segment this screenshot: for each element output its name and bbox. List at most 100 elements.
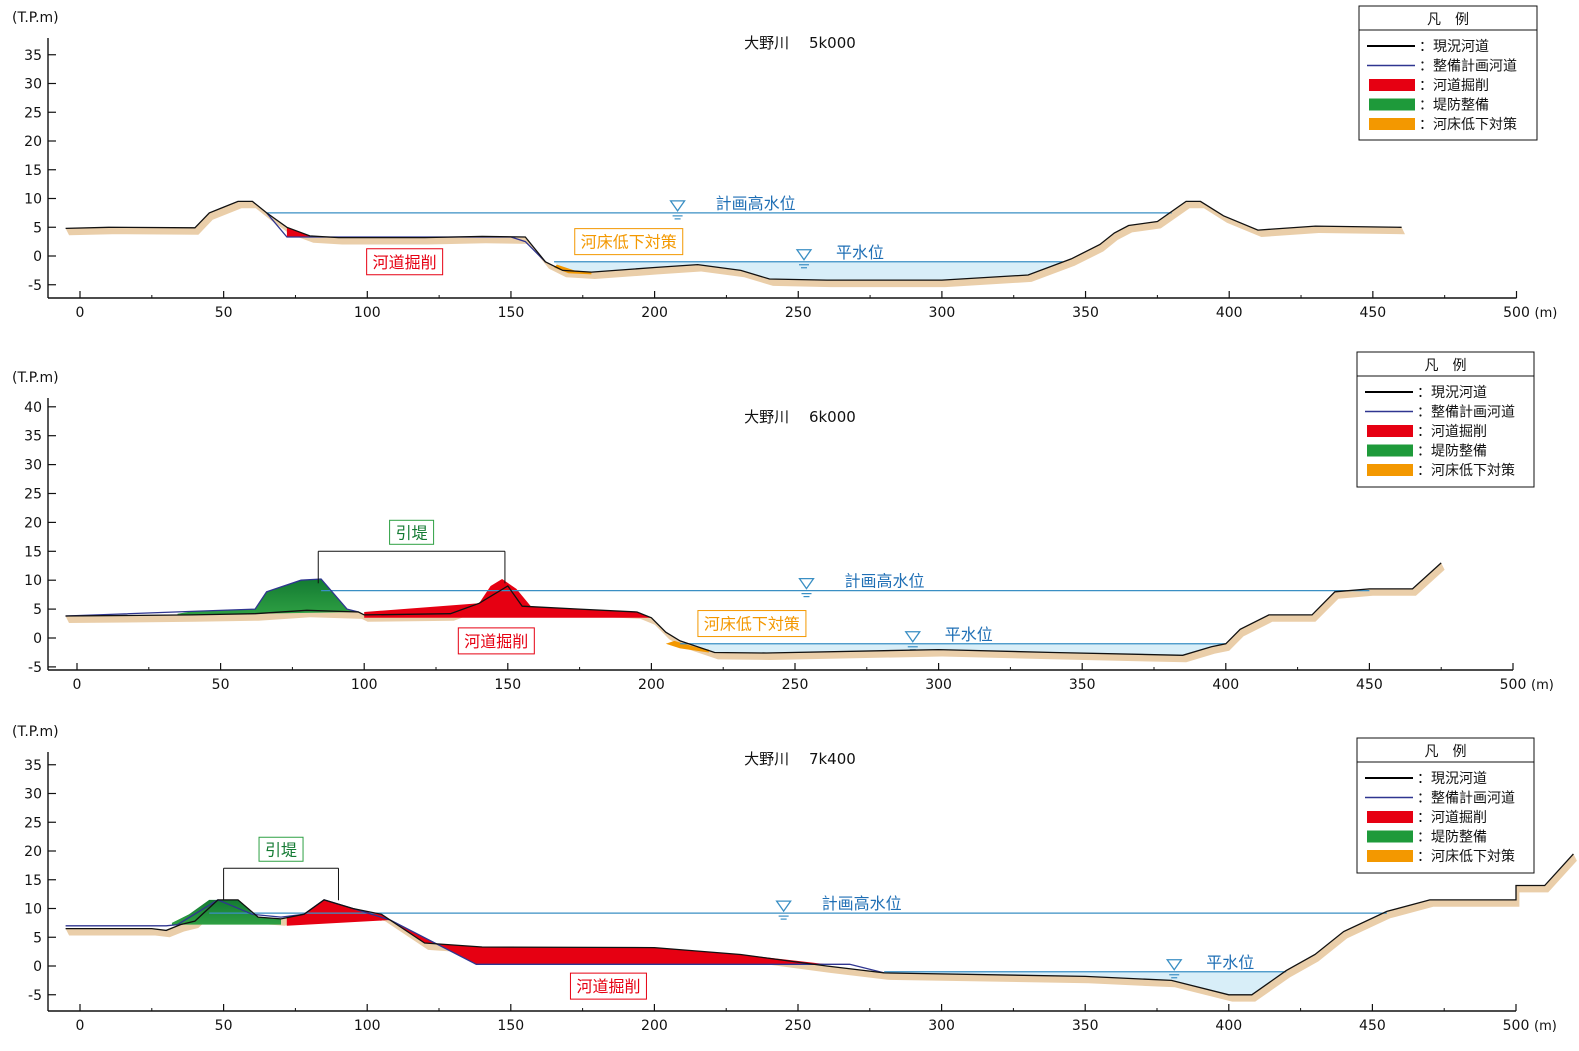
x-tick-label: 250 [785, 1018, 812, 1034]
legend-item-label: ：現況河道 [1419, 39, 1489, 55]
y-tick-label: 10 [24, 192, 42, 208]
x-axis-unit-label: (m) [1531, 678, 1554, 693]
x-axis-unit-label: (m) [1534, 1019, 1557, 1034]
x-tick-label: 150 [498, 305, 525, 321]
x-axis-unit-label: (m) [1535, 306, 1558, 321]
y-tick-label: 15 [24, 873, 42, 889]
legend-item-label: ：河道掘削 [1417, 424, 1487, 440]
planned-hwl-marker-icon [798, 577, 815, 590]
y-tick-label: 15 [24, 163, 42, 179]
planned-channel-line [65, 578, 359, 617]
legend-box: 凡 例 ：現況河道 ：整備計画河道 ：河道掘削 ：堤防整備 ：河床低下対策 [1356, 351, 1535, 488]
legend-item-label: ：現況河道 [1417, 771, 1487, 787]
x-tick-label: 400 [1212, 677, 1239, 693]
legend-item-label: ：河床低下対策 [1417, 462, 1515, 479]
levee-area [171, 899, 281, 925]
y-tick-label: 20 [24, 515, 42, 531]
y-tick-label: 15 [24, 544, 42, 560]
y-tick-label: 0 [33, 631, 42, 647]
bed-lowering-label-box [574, 228, 684, 256]
x-tick-label: 0 [73, 677, 82, 693]
ground-shadow-band [65, 562, 1445, 663]
bed-lowering-label: 河床低下対策 [581, 233, 677, 252]
y-tick-label: 0 [33, 249, 42, 265]
y-axis-unit-label: (T.P.m) [12, 370, 59, 386]
legend-fill-swatch [1369, 79, 1415, 91]
x-tick-label: 350 [1069, 677, 1096, 693]
y-axis-unit-label: (T.P.m) [12, 724, 59, 740]
y-tick-label: -5 [28, 988, 42, 1004]
x-tick-label: 200 [638, 677, 665, 693]
excavation-label-box [366, 248, 444, 276]
legend-item-label: ：河床低下対策 [1419, 116, 1517, 133]
x-tick-label: 400 [1216, 305, 1243, 321]
x-tick-label: 0 [76, 305, 85, 321]
y-tick-label: 0 [33, 959, 42, 975]
excavation-label: 河道掘削 [373, 253, 437, 272]
levee-area [177, 579, 359, 615]
legend-fill-swatch [1369, 118, 1415, 130]
levee-setback-label: 引堤 [265, 840, 297, 859]
y-tick-label: 10 [24, 573, 42, 589]
y-tick-label: 30 [24, 458, 42, 474]
planned-high-water-label: 計画高水位 [844, 572, 924, 591]
x-tick-label: 350 [1072, 1018, 1099, 1034]
normal-water-label: 平水位 [836, 243, 884, 262]
bed-lowering-label: 河床低下対策 [704, 615, 800, 634]
y-tick-label: 20 [24, 844, 42, 860]
legend-fill-swatch [1367, 811, 1413, 823]
x-tick-label: 450 [1359, 305, 1386, 321]
legend-fill-swatch [1367, 464, 1413, 476]
x-tick-label: 400 [1215, 1018, 1242, 1034]
levee-setback-label-box [258, 836, 304, 862]
normal-wl-marker-icon [1165, 959, 1183, 971]
chart-title: 大野川 6k000 [744, 408, 856, 426]
normal-water-label: 平水位 [1206, 953, 1254, 972]
legend-item-label: ：堤防整備 [1419, 98, 1489, 114]
x-tick-label: 200 [641, 305, 668, 321]
x-tick-label: 150 [497, 1018, 524, 1034]
y-tick-label: 20 [24, 134, 42, 150]
excavation-area [286, 899, 827, 965]
y-tick-label: -5 [28, 278, 42, 294]
x-tick-label: 0 [76, 1018, 85, 1034]
x-tick-label: 500 [1500, 677, 1527, 693]
excavation-label-box [569, 972, 647, 1000]
y-tick-label: 35 [24, 758, 42, 774]
y-tick-label: 25 [24, 487, 42, 503]
legend-fill-swatch [1367, 425, 1413, 437]
existing-channel-line [65, 562, 1442, 656]
y-tick-label: -5 [28, 660, 42, 676]
excavation-label: 河道掘削 [576, 977, 640, 996]
planned-high-water-label: 計画高水位 [822, 894, 902, 913]
legend-fill-swatch [1367, 850, 1413, 862]
excavation-area [364, 579, 652, 618]
legend-title: 凡 例 [1425, 358, 1467, 374]
legend-fill-swatch [1367, 830, 1413, 843]
y-tick-label: 30 [24, 787, 42, 803]
normal-water-area [884, 971, 1287, 995]
x-tick-label: 100 [354, 1018, 381, 1034]
ground-shadow-band [65, 201, 1406, 288]
y-tick-label: 30 [24, 77, 42, 93]
normal-water-label: 平水位 [945, 625, 993, 644]
legend-item-label: ：整備計画河道 [1417, 791, 1515, 807]
x-tick-label: 450 [1359, 1018, 1386, 1034]
x-tick-label: 150 [494, 677, 521, 693]
chart-title: 大野川 5k000 [744, 34, 856, 52]
legend-item-label: ：堤防整備 [1417, 830, 1487, 846]
legend-frame [1358, 5, 1538, 141]
chart-title: 大野川 7k400 [744, 750, 856, 768]
y-tick-label: 35 [24, 48, 42, 64]
legend-item-label: ：河道掘削 [1417, 810, 1487, 826]
legend-item-label: ：整備計画河道 [1417, 405, 1515, 421]
x-tick-label: 50 [212, 677, 230, 693]
bed-lowering-label-box [697, 610, 807, 638]
x-tick-label: 250 [785, 305, 812, 321]
y-tick-label: 5 [33, 220, 42, 236]
y-tick-label: 40 [24, 400, 42, 416]
legend-item-label: ：河床低下対策 [1417, 848, 1515, 865]
